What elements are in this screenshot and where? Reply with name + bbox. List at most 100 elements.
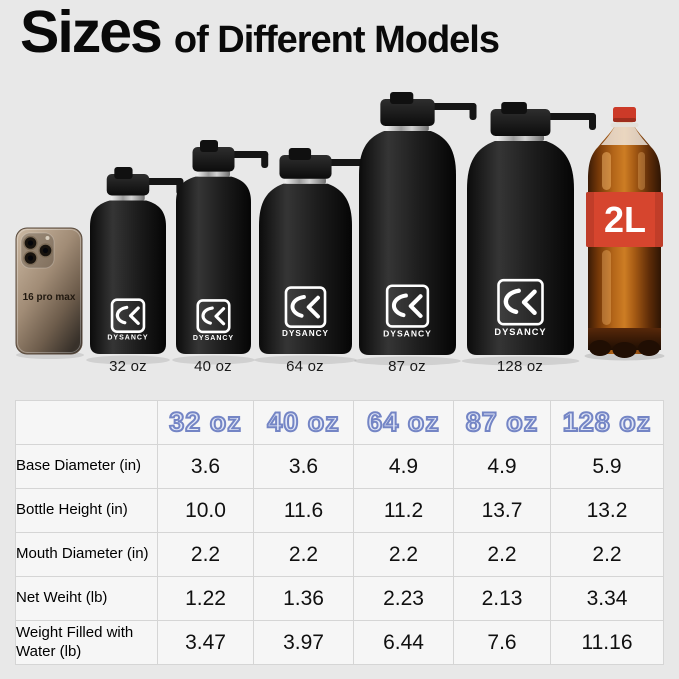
brand-logo-mark-left (391, 293, 408, 318)
lid-handle (226, 151, 268, 158)
table-row: Bottle Height (in) 10.0 11.6 11.2 13.7 1… (15, 488, 664, 533)
row-label-filled-weight: Weight Filled with Water (lb) (15, 620, 158, 665)
cell-value: 2.2 (453, 532, 551, 577)
lid-handle-post (588, 113, 596, 130)
lens-pupil (27, 255, 34, 261)
lens-pupil (42, 247, 49, 254)
page-title: Sizes of Different Models (20, 0, 500, 65)
cell-value: 2.2 (157, 532, 254, 577)
cola-bottle-graphic: 2L (584, 107, 665, 361)
lid-knob (389, 92, 413, 104)
cell-value: 10.0 (157, 488, 254, 533)
bottle-40oz-graphic: DYSANCY (171, 140, 268, 365)
bottle-32oz-graphic: DYSANCY (86, 167, 184, 365)
title-main: Sizes (20, 0, 163, 65)
cell-value: 1.36 (253, 576, 354, 621)
bottle-128oz-graphic: DYSANCY (461, 102, 596, 366)
phone-model-label: 16 pro max (23, 292, 76, 303)
phone-bezel-highlight (17, 229, 81, 353)
lid-handle (426, 103, 477, 110)
lid-knob (114, 167, 133, 179)
brand-logo-mark-left (503, 288, 521, 315)
cell-value: 7.6 (453, 620, 551, 665)
bottle-lid (192, 147, 234, 172)
cell-value: 2.2 (353, 532, 454, 577)
bottle-body (90, 200, 166, 354)
bottle-steel-ring (196, 170, 230, 177)
bottle-lid (490, 109, 550, 136)
row-label-net-weight: Net Weiht (lb) (15, 576, 158, 621)
bottle-brand-text: DYSANCY (383, 328, 432, 338)
bottle-steel-ring (496, 135, 544, 141)
bottle-brand-text: DYSANCY (494, 327, 546, 337)
bottle-body (258, 183, 352, 354)
cell-value: 1.22 (157, 576, 254, 621)
spec-table: 32 oz 40 oz 64 oz 87 oz 128 oz Base Diam… (15, 400, 664, 665)
table-row: Net Weiht (lb) 1.22 1.36 2.23 2.13 3.34 (15, 576, 664, 621)
cell-value: 3.34 (550, 576, 664, 621)
brand-logo-frame (496, 278, 544, 326)
lens-pupil (27, 240, 34, 246)
cell-value: 11.6 (253, 488, 354, 533)
brand-logo-frame (284, 286, 326, 328)
table-corner-cell (15, 400, 158, 445)
brand-logo-mark-left (200, 306, 214, 325)
bottle-size-label-128oz: 128 oz (496, 358, 544, 375)
bottle-body (175, 176, 251, 354)
bottle-87oz-graphic: DYSANCY (353, 92, 477, 366)
cola-label-band (586, 192, 663, 247)
phone-graphic: 16 pro max (15, 227, 84, 359)
lid-knob (199, 140, 218, 152)
lid-handle (541, 113, 596, 120)
camera-flash-icon (45, 236, 50, 240)
cola-base-lobe (589, 340, 611, 356)
cola-base-lobe (612, 342, 637, 358)
col-header-128oz: 128 oz (550, 400, 664, 445)
cola-cap-edge (613, 118, 636, 122)
table-row: Base Diameter (in) 3.6 3.6 4.9 4.9 5.9 (15, 444, 664, 489)
product-scene: 16 pro max 2L 32 oz 40 oz 64 oz 87 oz 12… (15, 92, 665, 375)
table-row: Weight Filled with Water (lb) 3.47 3.97 … (15, 620, 664, 665)
col-header-40oz: 40 oz (253, 400, 354, 445)
title-suffix: of Different Models (173, 19, 500, 61)
table-header-row: 32 oz 40 oz 64 oz 87 oz 128 oz (15, 400, 664, 445)
lid-handle (141, 178, 184, 185)
lid-handle-post (469, 103, 477, 120)
cola-neck-clear (601, 122, 648, 145)
row-label-mouth-diameter: Mouth Diameter (in) (15, 532, 158, 577)
brand-logo-mark-right (408, 294, 423, 318)
brand-logo-frame (385, 284, 429, 328)
bottle-shadow (353, 356, 461, 366)
col-header-64oz: 64 oz (353, 400, 454, 445)
cell-value: 4.9 (353, 444, 454, 489)
cola-highlight (602, 152, 611, 190)
bottle-lid (379, 99, 435, 126)
cola-label-shade (586, 192, 594, 247)
cell-value: 2.2 (253, 532, 354, 577)
brand-logo-mark-right (521, 289, 537, 315)
row-label-bottle-height: Bottle Height (in) (15, 488, 158, 533)
lid-knob (500, 102, 527, 114)
cell-value: 3.97 (253, 620, 354, 665)
cola-label-shade (655, 192, 663, 247)
brand-logo-mark-left (290, 295, 306, 318)
bottle-lid (106, 174, 150, 196)
lid-knob (288, 148, 311, 160)
cell-value: 3.6 (157, 444, 254, 489)
bottle-size-label-87oz: 87 oz (388, 358, 426, 375)
cell-value: 6.44 (353, 620, 454, 665)
brand-logo-frame (195, 299, 231, 334)
col-header-87oz: 87 oz (453, 400, 551, 445)
brand-logo-mark-right (306, 295, 320, 319)
bottle-size-label-40oz: 40 oz (194, 358, 232, 375)
bottle-steel-ring (385, 125, 429, 131)
cell-value: 3.47 (157, 620, 254, 665)
bottle-size-label-32oz: 32 oz (109, 358, 147, 375)
bottle-steel-ring (284, 177, 326, 184)
cola-base-lobe (638, 340, 660, 356)
cola-neck-flange (610, 123, 639, 127)
cell-value: 13.2 (550, 488, 664, 533)
row-label-base-diameter: Base Diameter (in) (15, 444, 158, 489)
bottle-shadow (171, 355, 255, 365)
cola-size-label: 2L (604, 199, 646, 240)
